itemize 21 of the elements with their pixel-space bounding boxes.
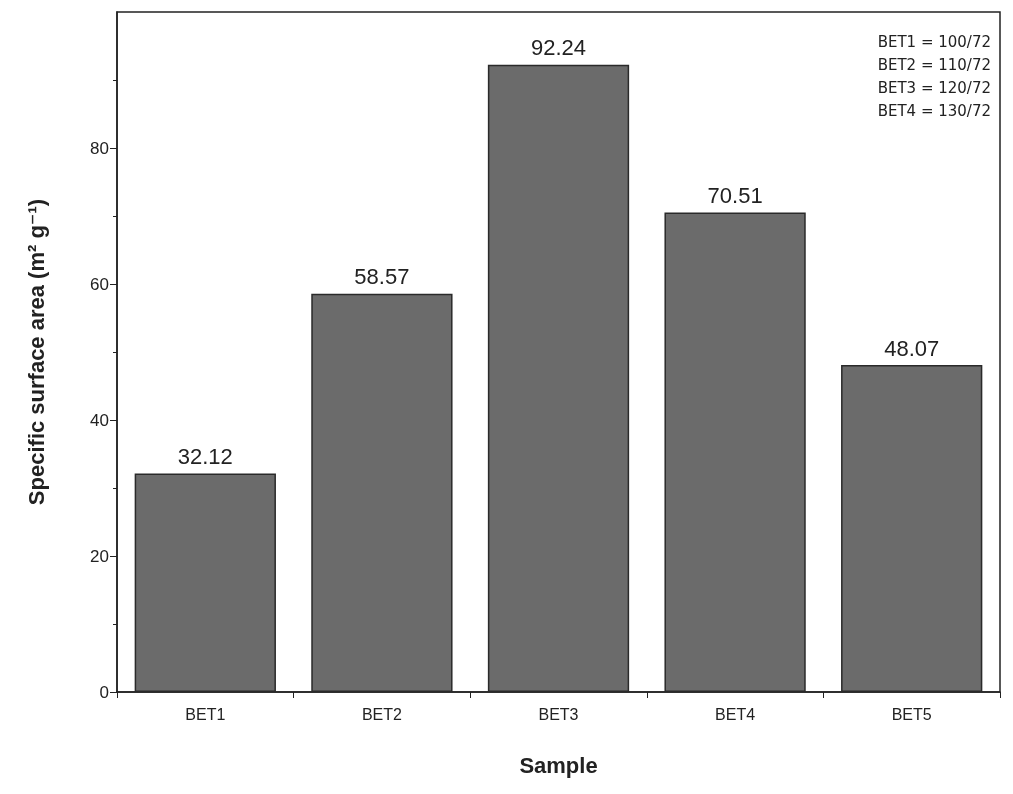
y-tick-label: 0	[99, 682, 109, 702]
data-label: 70.51	[707, 183, 763, 209]
y-tick-label: 20	[90, 546, 109, 566]
data-label: 58.57	[354, 264, 410, 290]
x-axis-title: Sample	[519, 752, 598, 778]
x-tick-label: BET5	[891, 705, 932, 723]
annotation: BET3 = 120/72	[877, 78, 992, 97]
x-tick-label: BET4	[715, 705, 756, 723]
y-tick-label: 80	[90, 138, 109, 158]
data-label: 32.12	[177, 444, 233, 470]
x-tick-label: BET1	[185, 705, 226, 723]
x-tick-label: BET3	[538, 705, 579, 723]
annotation: BET1 = 100/72	[877, 32, 992, 51]
y-tick-label: 60	[90, 274, 109, 294]
data-label: 92.24	[530, 35, 587, 61]
y-axis-title: Specific surface area (m² g⁻¹)	[23, 198, 49, 506]
x-tick-label: BET2	[361, 705, 403, 723]
data-label: 48.07	[884, 335, 940, 361]
annotation: BET4 = 130/72	[877, 101, 992, 120]
y-tick-label: 40	[90, 410, 109, 430]
annotation: BET2 = 110/72	[877, 55, 992, 74]
